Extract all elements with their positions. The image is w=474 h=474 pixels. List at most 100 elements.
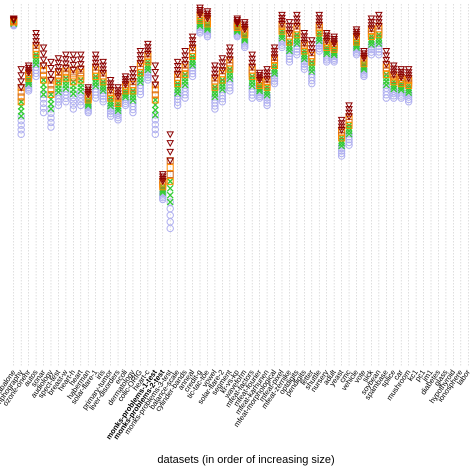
data-point: [17, 78, 26, 86]
data-point: [338, 134, 346, 142]
dataset-markers: [337, 116, 346, 160]
data-point: [390, 85, 398, 93]
data-point: [17, 98, 25, 106]
data-point: [315, 15, 324, 23]
data-point: [69, 105, 78, 113]
dataset-markers: [158, 171, 167, 204]
data-point: [91, 63, 100, 71]
data-point: [69, 56, 78, 64]
data-point: [196, 11, 204, 19]
data-point: [107, 102, 115, 110]
data-point: [99, 92, 107, 100]
data-point: [270, 51, 279, 59]
data-point: [99, 84, 107, 92]
data-point: [69, 61, 78, 69]
data-point: [166, 198, 174, 206]
data-point: [181, 81, 189, 89]
data-point: [99, 78, 107, 86]
data-point: [211, 105, 219, 113]
data-point: [151, 75, 160, 83]
data-point: [345, 135, 353, 144]
data-point: [17, 72, 26, 80]
data-point: [129, 105, 137, 114]
data-point: [278, 20, 286, 29]
data-point: [271, 70, 278, 77]
data-point: [54, 88, 62, 96]
data-point: [248, 79, 256, 87]
data-point: [151, 125, 160, 134]
data-point: [91, 51, 100, 59]
data-point: [285, 52, 294, 61]
dataset-markers: [9, 15, 18, 30]
data-point: [47, 77, 55, 85]
data-point: [382, 56, 391, 64]
data-point: [69, 78, 77, 86]
data-point: [278, 43, 286, 52]
data-point: [129, 74, 137, 82]
data-point: [248, 63, 257, 71]
data-point: [159, 195, 167, 204]
data-point: [285, 19, 294, 27]
data-point: [278, 34, 286, 42]
data-point: [129, 96, 137, 104]
data-point: [263, 96, 271, 104]
data-point: [129, 66, 137, 74]
data-point: [54, 59, 63, 67]
data-point: [17, 112, 25, 120]
data-point: [39, 50, 48, 58]
data-point: [25, 78, 33, 86]
data-point: [106, 87, 115, 95]
data-point: [203, 15, 212, 23]
data-point: [404, 98, 413, 106]
data-point: [114, 93, 122, 101]
data-point: [32, 34, 40, 42]
data-point: [62, 85, 70, 93]
data-point: [263, 83, 271, 91]
data-point: [91, 59, 100, 67]
data-point: [151, 91, 159, 99]
data-point: [397, 94, 405, 102]
dataset-markers: [345, 102, 353, 149]
data-point: [47, 81, 55, 89]
data-point: [77, 76, 85, 84]
data-point: [271, 62, 279, 70]
dataset-markers: [404, 66, 413, 106]
data-point: [330, 49, 338, 57]
data-point: [114, 116, 122, 124]
data-point: [47, 105, 55, 113]
data-point: [151, 106, 159, 114]
dataset-markers: [32, 29, 40, 81]
data-point: [121, 99, 130, 108]
data-point: [129, 70, 137, 78]
data-point: [106, 83, 115, 91]
dataset-markers: [382, 48, 391, 102]
data-point: [92, 72, 100, 80]
data-point: [397, 86, 405, 94]
data-point: [353, 44, 360, 52]
dataset-markers: [69, 51, 78, 113]
data-point: [121, 101, 130, 110]
data-point: [166, 177, 174, 185]
data-point: [47, 71, 55, 79]
data-point: [360, 72, 368, 81]
data-point: [337, 147, 346, 155]
data-point: [159, 187, 167, 194]
data-point: [47, 114, 55, 122]
data-point: [337, 152, 346, 160]
data-point: [92, 79, 100, 87]
data-point: [47, 118, 55, 127]
data-point: [375, 23, 383, 31]
dataset-markers: [99, 58, 107, 106]
data-point: [99, 58, 107, 66]
dataset-markers: [136, 48, 145, 99]
data-point: [92, 82, 100, 90]
data-point: [367, 15, 376, 23]
data-point: [151, 111, 160, 119]
dataset-markers: [196, 4, 204, 37]
data-point: [293, 23, 301, 31]
dataset-markers: [211, 62, 219, 113]
dataset-markers: [322, 29, 331, 66]
dataset-markers: [76, 51, 85, 110]
data-point: [122, 93, 129, 101]
dataset-markers: [285, 19, 294, 66]
